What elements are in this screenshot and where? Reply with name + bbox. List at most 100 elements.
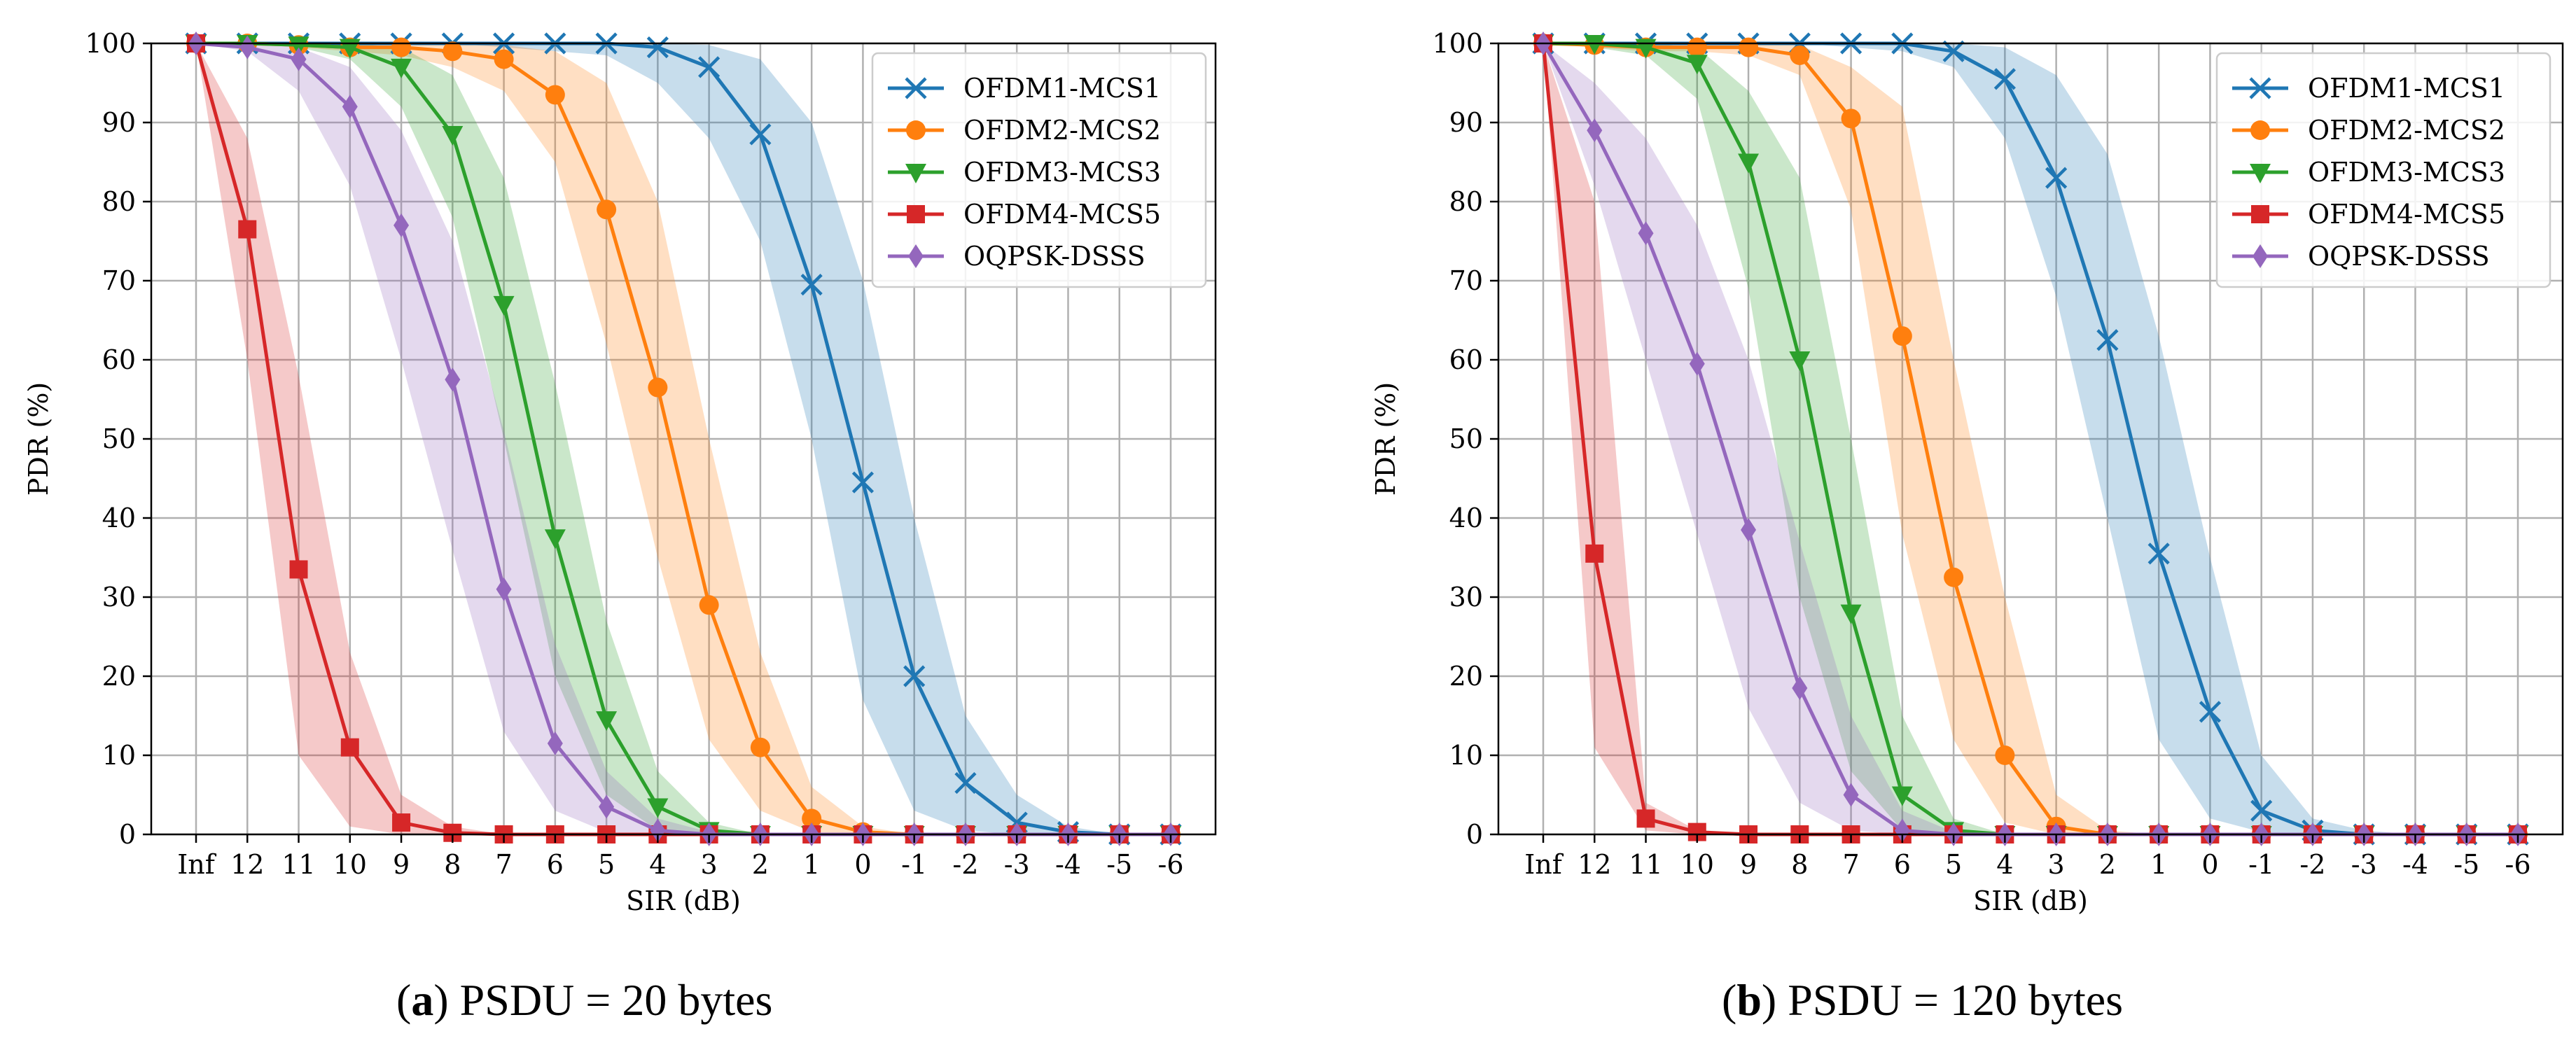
data-point bbox=[1739, 37, 1759, 57]
confidence-bands bbox=[1543, 43, 2518, 834]
legend-entry: OFDM4-MCS5 bbox=[2232, 199, 2505, 230]
data-point bbox=[699, 595, 719, 615]
x-tick-label: 0 bbox=[854, 849, 871, 880]
x-tick-label: 12 bbox=[1578, 849, 1611, 880]
x-tick-label: -5 bbox=[2453, 849, 2479, 880]
legend: OFDM1-MCS1 OFDM2-MCS2 OFDM3-MCS3 OFDM4-MCS5… bbox=[2215, 52, 2551, 288]
y-tick-label: 80 bbox=[1449, 186, 1483, 217]
data-point bbox=[494, 49, 514, 69]
legend-marker bbox=[905, 77, 927, 99]
data-point bbox=[749, 123, 772, 146]
legend-marker bbox=[2250, 120, 2270, 140]
data-point bbox=[342, 94, 358, 119]
data-point bbox=[802, 808, 822, 829]
data-point bbox=[289, 560, 308, 579]
x-tick-label: 4 bbox=[649, 849, 666, 880]
y-tick-label: 30 bbox=[1449, 582, 1483, 612]
data-point bbox=[1891, 786, 1913, 806]
x-tick-label: 1 bbox=[2150, 849, 2167, 880]
caption-a-letter: a bbox=[411, 975, 434, 1025]
x-tick-label: -3 bbox=[1004, 849, 1030, 880]
y-tick-label: 0 bbox=[119, 819, 136, 850]
legend-label: OFDM1-MCS1 bbox=[963, 73, 1161, 104]
x-tick-label: -5 bbox=[1106, 849, 1132, 880]
caption-b-text: PSDU = 120 bytes bbox=[1776, 975, 2124, 1025]
data-point bbox=[545, 85, 565, 105]
y-tick-label: 100 bbox=[85, 28, 136, 59]
data-point bbox=[496, 577, 512, 601]
data-point bbox=[647, 798, 669, 818]
y-tick-label: 70 bbox=[102, 265, 136, 296]
data-point bbox=[1638, 221, 1654, 246]
x-tick-label: 5 bbox=[598, 849, 615, 880]
y-tick-label: 100 bbox=[1432, 28, 1483, 59]
caption-a-text: PSDU = 20 bytes bbox=[448, 975, 773, 1025]
y-tick-label: 10 bbox=[102, 740, 136, 771]
legend-entry: OFDM3-MCS3 bbox=[888, 157, 1161, 188]
x-tick-label: -1 bbox=[2248, 849, 2274, 880]
legend-marker bbox=[908, 244, 924, 268]
x-tick-label: 2 bbox=[752, 849, 769, 880]
x-tick-label: -6 bbox=[1157, 849, 1183, 880]
legend-entry: OQPSK-DSSS bbox=[888, 241, 1146, 272]
legend-label: OFDM1-MCS1 bbox=[2308, 73, 2505, 104]
data-point bbox=[903, 665, 926, 687]
data-point bbox=[288, 36, 309, 57]
caption-b-letter: b bbox=[1736, 975, 1762, 1025]
y-tick-label: 90 bbox=[1449, 107, 1483, 138]
data-point bbox=[1789, 351, 1811, 371]
legend-marker bbox=[905, 164, 926, 183]
data-point bbox=[1689, 351, 1705, 376]
data-point bbox=[851, 471, 875, 493]
band-ofdm1-mcs1 bbox=[1543, 43, 2518, 834]
data-point bbox=[340, 738, 359, 757]
legend-box bbox=[2215, 52, 2551, 288]
data-point bbox=[1687, 37, 1707, 57]
data-point bbox=[1585, 544, 1604, 563]
legend-label: OQPSK-DSSS bbox=[963, 241, 1146, 272]
y-ticks: 0 10 20 30 40 50 60 70 80 90 100 bbox=[1432, 28, 1498, 850]
legend-label: OFDM2-MCS2 bbox=[963, 115, 1161, 146]
data-point bbox=[1892, 326, 1912, 346]
data-point bbox=[544, 529, 566, 550]
data-point bbox=[443, 41, 463, 62]
data-point bbox=[547, 732, 563, 756]
legend-label: OQPSK-DSSS bbox=[2308, 241, 2490, 272]
x-tick-label: 10 bbox=[1680, 849, 1714, 880]
x-tick-label: -2 bbox=[2299, 849, 2325, 880]
data-point bbox=[2045, 167, 2068, 189]
y-tick-label: 90 bbox=[102, 107, 136, 138]
x-tick-label: -1 bbox=[901, 849, 927, 880]
x-tick-label: -4 bbox=[2402, 849, 2428, 880]
x-tick-label: 9 bbox=[1740, 849, 1757, 880]
x-tick-label: -3 bbox=[2351, 849, 2377, 880]
data-point bbox=[1584, 35, 1606, 55]
band-oqpsk-dsss bbox=[196, 43, 1171, 834]
data-point bbox=[648, 377, 668, 398]
data-point bbox=[238, 220, 257, 239]
legend-label: OFDM3-MCS3 bbox=[963, 157, 1161, 188]
y-tick-label: 60 bbox=[102, 344, 136, 375]
data-point bbox=[1841, 108, 1861, 129]
y-tick-label: 20 bbox=[102, 661, 136, 692]
y-tick-label: 60 bbox=[1449, 344, 1483, 375]
chart-panel-2: Inf 12 11 10 9 8 7 6 5 4 3 2 1 0 -1 -2 -3 -4 -5 -6010203040… bbox=[1370, 28, 2564, 916]
y-tick-label: 70 bbox=[1449, 265, 1483, 296]
data-point bbox=[596, 711, 618, 732]
data-point bbox=[1843, 783, 1859, 807]
x-tick-label: 0 bbox=[2201, 849, 2218, 880]
x-tick-label: -4 bbox=[1055, 849, 1081, 880]
legend: OFDM1-MCS1 OFDM2-MCS2 OFDM3-MCS3 OFDM4-MCS5… bbox=[871, 52, 1207, 288]
legend-label: OFDM4-MCS5 bbox=[963, 199, 1161, 230]
x-tick-label: 6 bbox=[1894, 849, 1911, 880]
x-tick-label: 3 bbox=[701, 849, 718, 880]
y-tick-label: 50 bbox=[102, 424, 136, 454]
y-tick-label: 50 bbox=[1449, 424, 1483, 454]
legend-entry: OFDM3-MCS3 bbox=[2232, 157, 2505, 188]
caption-b: (b) PSDU = 120 bytes bbox=[1722, 975, 2124, 1025]
data-point bbox=[1587, 118, 1603, 143]
y-tick-label: 0 bbox=[1466, 819, 1483, 850]
y-tick-label: 10 bbox=[1449, 740, 1483, 771]
legend-entry: OFDM2-MCS2 bbox=[888, 115, 1161, 146]
x-tick-label: 7 bbox=[495, 849, 512, 880]
